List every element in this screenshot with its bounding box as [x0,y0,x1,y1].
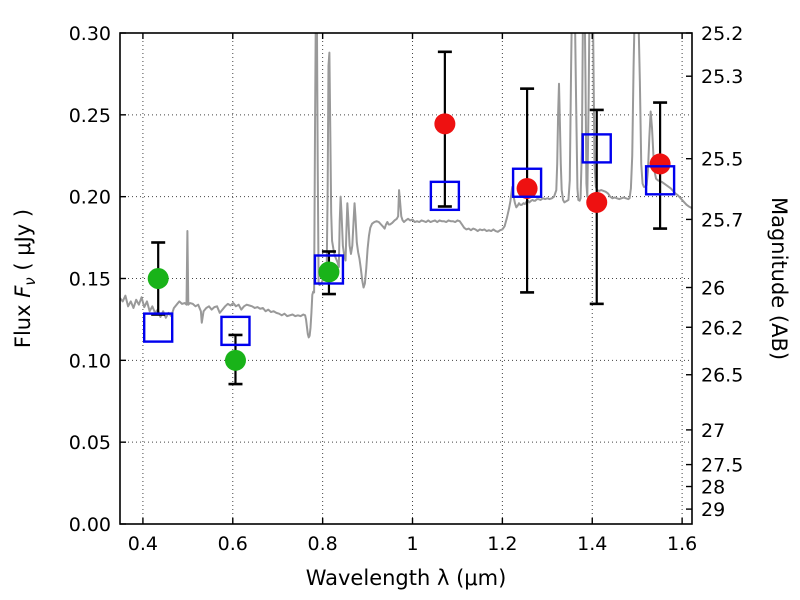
model-photometry-marker[interactable] [644,165,676,196]
xtick-label: 1 [406,533,418,555]
ytick-right-label: 27.5 [701,455,743,477]
ytick-label: 0.10 [69,350,111,372]
ytick-right-label: 25.2 [701,23,743,45]
photometry-point-marker[interactable] [434,113,456,135]
plot-area: 0.4 0.6 0.8 1 1.2 1.4 1.6 0.00 0.05 0.10 0.15 0.20 0… [11,23,791,590]
ytick-right-label: 26.2 [701,317,743,339]
ytick-right-label: 28 [701,477,725,499]
ytick-right-label: 26 [701,278,725,300]
xtick-label: 0.6 [218,533,248,555]
photometry-point-marker[interactable] [318,261,340,283]
model-spectrum-line [120,33,692,339]
xtick-label: 0.4 [128,533,158,555]
x-axis-title: Wavelength λ (μm) [306,566,507,590]
ytick-right-label: 25.7 [701,209,743,231]
photometry-point-marker[interactable] [516,177,538,199]
model-photometry-marker[interactable] [313,254,345,285]
ytick-right-label: 25.5 [701,149,743,171]
ytick-label: 0.05 [69,432,111,454]
xtick-label: 1.6 [667,533,697,555]
photometry-point-marker[interactable] [649,153,671,175]
xtick-label: 1.4 [577,533,607,555]
xtick-label: 0.8 [308,533,338,555]
model-photometry-marker[interactable] [581,133,612,164]
y-axis-right-title: Magnitude (AB) [767,197,791,360]
ytick-right-label: 26.5 [701,365,743,387]
model-photometry-marker[interactable] [511,167,543,198]
xtick-label: 1.2 [487,533,517,555]
ytick-right-label: 25.3 [701,66,743,88]
ytick-label: 0.15 [69,269,111,291]
ytick-label: 0.25 [69,105,111,127]
ytick-label: 0.20 [69,187,111,209]
photometry-point-marker[interactable] [586,191,608,213]
y-axis-title: Flux Fν ( μJy ) [11,209,39,348]
plot-background [120,33,692,524]
model-photometry-marker[interactable] [142,312,174,343]
photometry-point-marker[interactable] [147,268,169,289]
ytick-right-label: 29 [701,499,725,521]
model-photometry-marker[interactable] [429,180,461,212]
photometry-point-marker[interactable] [224,349,246,371]
model-photometry-marker[interactable] [220,315,251,347]
ytick-label: 0.30 [69,23,111,45]
ytick-label: 0.00 [69,514,111,536]
ytick-right-label: 27 [701,420,725,442]
